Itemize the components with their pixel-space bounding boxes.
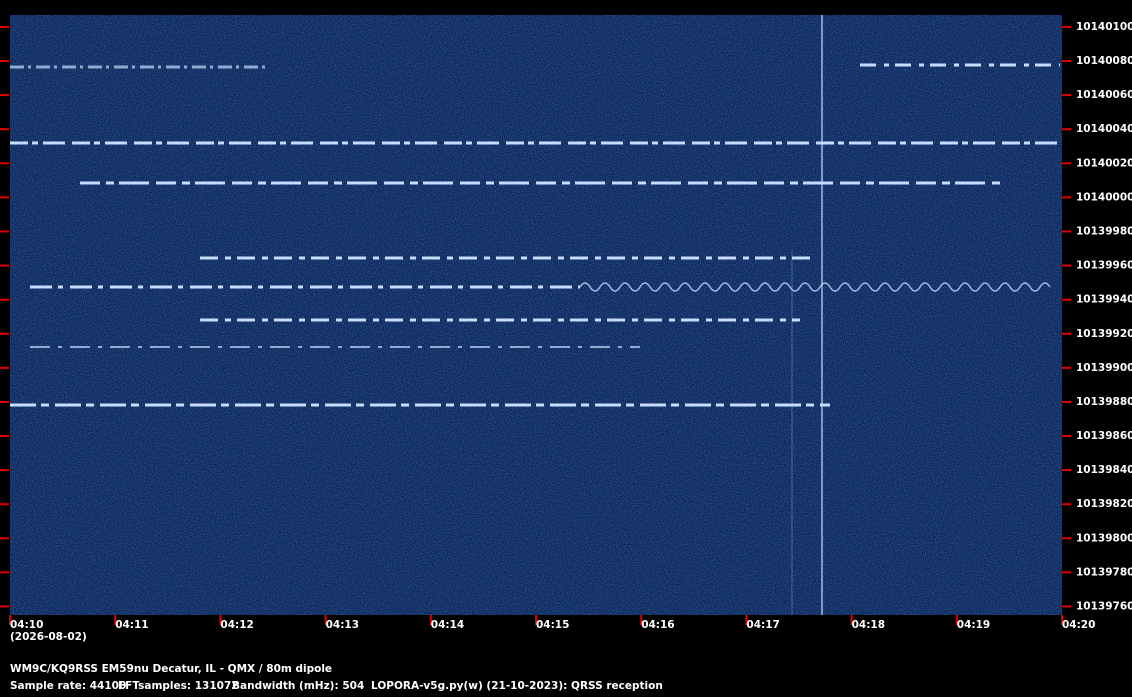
x-tick-label: 04:18 <box>852 619 885 631</box>
y-tick-label: 10140020 <box>1076 157 1132 169</box>
bandwidth: Bandwidth (mHz): 504 <box>232 680 364 692</box>
y-tick-label: 10140000 <box>1076 191 1132 203</box>
date-label: (2026-08-02) <box>10 631 87 643</box>
x-tick-label: 04:13 <box>326 619 359 631</box>
x-tick-label: 04:12 <box>220 619 253 631</box>
y-tick-label: 10140060 <box>1076 89 1132 101</box>
y-tick-label: 10139900 <box>1076 362 1132 374</box>
x-tick-label: 04:15 <box>536 619 569 631</box>
x-tick-label: 04:17 <box>746 619 779 631</box>
x-tick-label: 04:11 <box>115 619 148 631</box>
station: WM9C/KQ9RSS EM59nu Decatur, IL - QMX / 8… <box>10 663 332 675</box>
signals <box>10 15 1062 615</box>
fft-samples: FFTsamples: 131072 <box>118 680 239 692</box>
y-tick-label: 10140080 <box>1076 55 1132 67</box>
x-tick-label: 04:14 <box>431 619 464 631</box>
x-tick-label: 04:10 <box>10 619 43 631</box>
y-tick-label: 10139800 <box>1076 532 1132 544</box>
y-tick-label: 10139960 <box>1076 260 1132 272</box>
x-tick-label: 04:20 <box>1062 619 1095 631</box>
y-tick-label: 10139760 <box>1076 600 1132 612</box>
software: LOPORA-v5g.py(w) (21-10-2023): QRSS rece… <box>371 680 663 692</box>
x-tick-label: 04:19 <box>957 619 990 631</box>
x-tick-label: 04:16 <box>641 619 674 631</box>
sample-rate: Sample rate: 44100 <box>10 680 126 692</box>
y-tick-label: 10139840 <box>1076 464 1132 476</box>
noise <box>10 15 1062 615</box>
y-tick-label: 10139780 <box>1076 566 1132 578</box>
y-tick-label: 10140040 <box>1076 123 1132 135</box>
y-tick-label: 10139980 <box>1076 225 1132 237</box>
y-tick-label: 10139920 <box>1076 328 1132 340</box>
y-tick-label: 10140100 <box>1076 21 1132 33</box>
y-tick-label: 10139820 <box>1076 498 1132 510</box>
y-tick-label: 10139860 <box>1076 430 1132 442</box>
y-tick-label: 10139940 <box>1076 294 1132 306</box>
y-tick-label: 10139880 <box>1076 396 1132 408</box>
